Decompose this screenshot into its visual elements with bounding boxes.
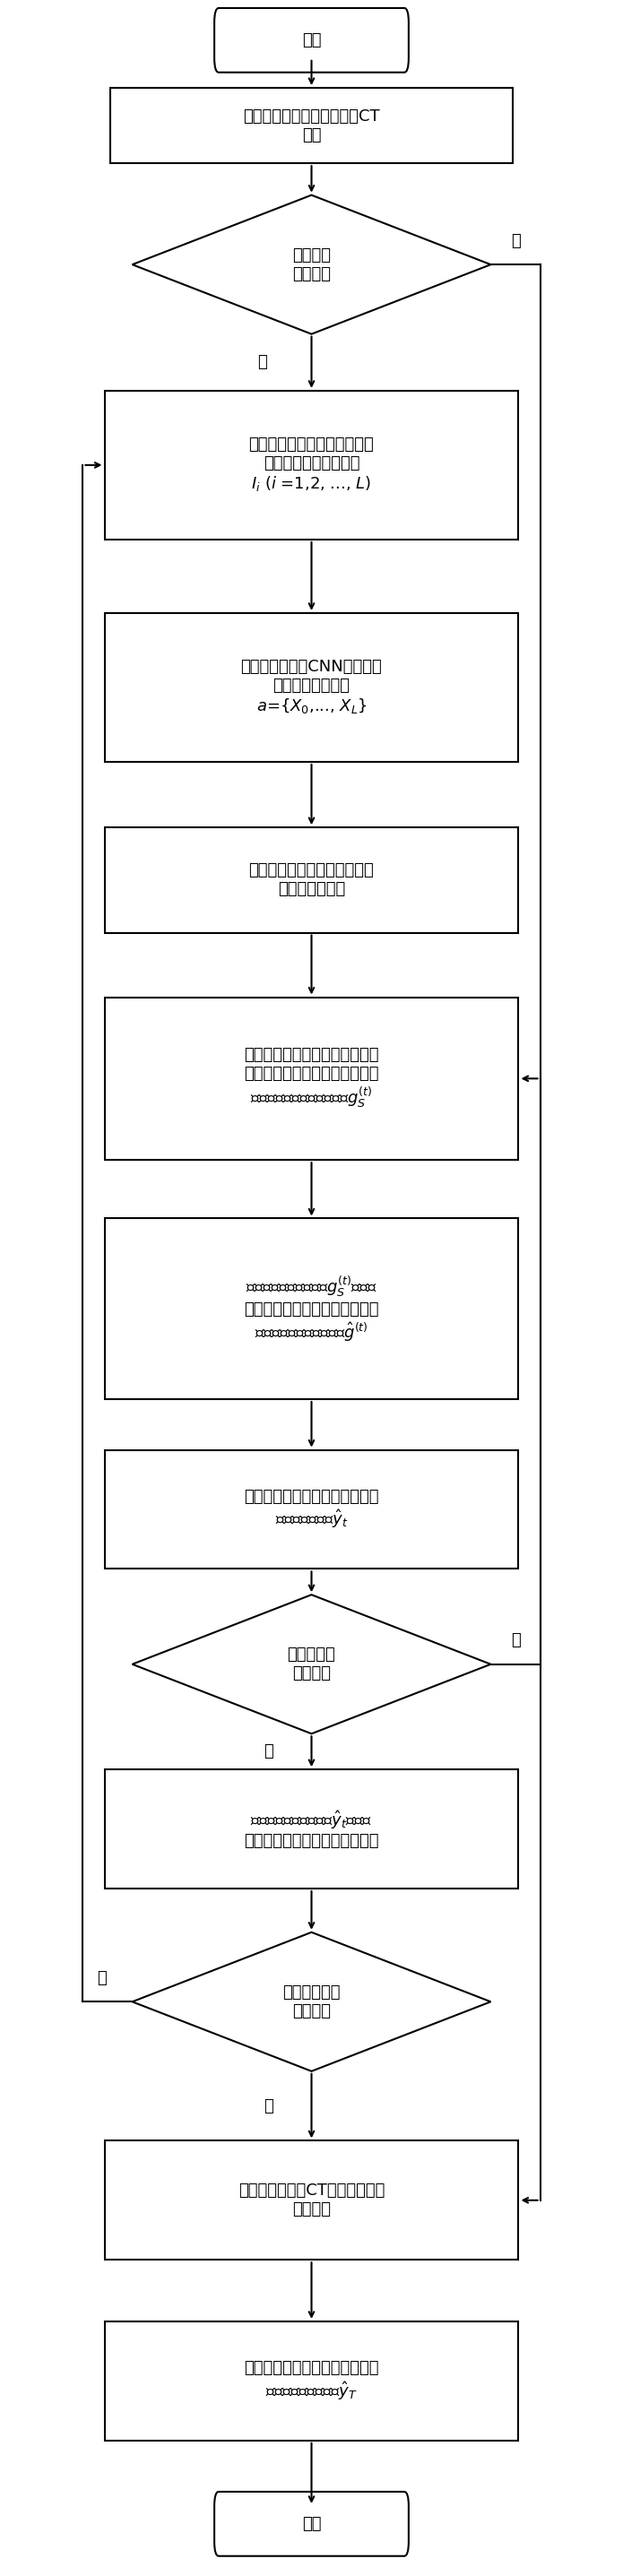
Text: 是否达到训练
结束条件: 是否达到训练 结束条件: [283, 1984, 340, 2020]
Text: 对每步得到的预测得分$\hat{y}_t$，利用
反向传播算法，进行有监督训练: 对每步得到的预测得分$\hat{y}_t$，利用 反向传播算法，进行有监督训练: [244, 1808, 379, 1850]
Text: 注意力循环
是否结束: 注意力循环 是否结束: [287, 1646, 336, 1682]
Text: 否: 否: [511, 1633, 520, 1649]
Bar: [105, 613, 518, 762]
Text: 结束: 结束: [302, 2517, 321, 2532]
Text: 从训练数据集中，构建淋巴结
图像块序列训练批样本
$I_i$ ($i$ =1,2, ..., $L$): 从训练数据集中，构建淋巴结 图像块序列训练批样本 $I_i$ ($i$ =1,2…: [249, 438, 374, 495]
Text: 否: 否: [257, 355, 267, 371]
Bar: [111, 88, 512, 162]
Text: 利用构建的循环神经网络，预测
淋巴结阳性得分$\hat{y}_t$: 利用构建的循环神经网络，预测 淋巴结阳性得分$\hat{y}_t$: [244, 1489, 379, 1530]
Bar: [105, 392, 518, 538]
Text: 获取最后一次注意力循环得到的
淋巴结阳性预测得分$\hat{y}_T$: 获取最后一次注意力循环得到的 淋巴结阳性预测得分$\hat{y}_T$: [244, 2360, 379, 2401]
Text: 对待检测淋巴结CT序列进行模型
推理过程: 对待检测淋巴结CT序列进行模型 推理过程: [238, 2182, 385, 2218]
Text: 输入待检测的淋巴结图像块CT
序列: 输入待检测的淋巴结图像块CT 序列: [243, 108, 380, 144]
Text: 是: 是: [264, 1744, 273, 1759]
Bar: [105, 1770, 518, 1888]
Bar: [105, 1450, 518, 1569]
Bar: [105, 2141, 518, 2259]
Text: 是: 是: [511, 232, 520, 250]
Text: 开始: 开始: [302, 31, 321, 49]
Text: 是: 是: [264, 2097, 273, 2115]
Polygon shape: [132, 196, 491, 335]
Text: 模型是否
经过训练: 模型是否 经过训练: [292, 247, 331, 281]
Bar: [105, 1218, 518, 1399]
FancyBboxPatch shape: [214, 2491, 409, 2555]
FancyBboxPatch shape: [214, 8, 409, 72]
Text: 以单个序列为单位，对$g_S^{(t)}$执行基
于高斯混合模型的的切片方向注
意力机制，获得结果特征$\hat{g}^{(t)}$: 以单个序列为单位，对$g_S^{(t)}$执行基 于高斯混合模型的的切片方向注 …: [244, 1275, 379, 1342]
Bar: [105, 827, 518, 933]
Text: 利用构建的特征嵌入网络对深
层特征进行降维: 利用构建的特征嵌入网络对深 层特征进行降维: [249, 863, 374, 896]
Text: 否: 否: [97, 1971, 106, 1986]
Bar: [105, 2321, 518, 2439]
Text: 利用一预训练的CNN网络提取
深层空间特征图谱
$a$={$X_0$,..., $X_L$}: 利用一预训练的CNN网络提取 深层空间特征图谱 $a$={$X_0$,..., …: [241, 659, 382, 716]
Polygon shape: [132, 1932, 491, 2071]
Text: 对每个淋巴结中心切片的高层特
征进行基于高斯核函数的空间域
注意力机制，获得结果特征$g_S^{(t)}$: 对每个淋巴结中心切片的高层特 征进行基于高斯核函数的空间域 注意力机制，获得结果…: [244, 1048, 379, 1110]
Polygon shape: [132, 1595, 491, 1734]
Bar: [105, 997, 518, 1159]
